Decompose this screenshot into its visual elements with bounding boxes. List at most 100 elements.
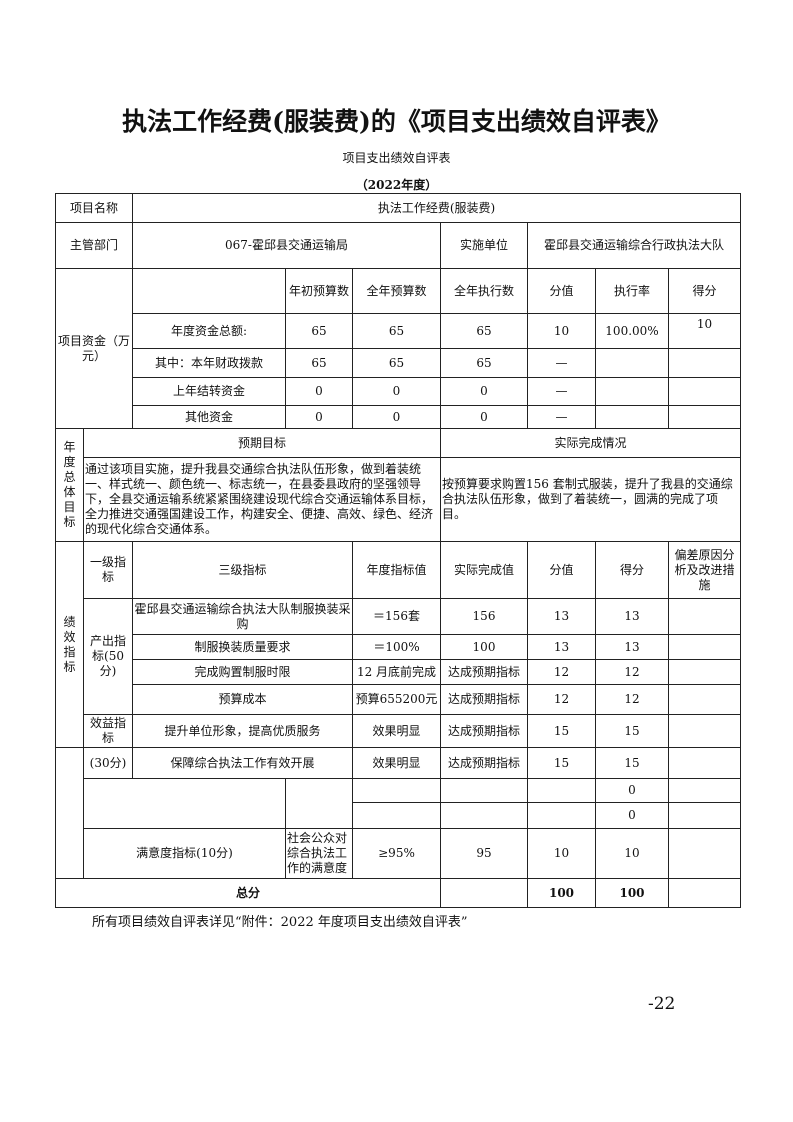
funds-cell: 0 — [440, 377, 528, 406]
cell-text: 得分 — [619, 562, 644, 577]
cell-text: 执法工作经费(服装费) — [377, 200, 496, 215]
funds-header: 全年执行数 — [440, 268, 528, 314]
perf-cell: 效果明显 — [352, 714, 441, 748]
cell-text: 总分 — [235, 885, 260, 900]
perf-cell: 效果明显 — [352, 747, 441, 779]
funds-cell: 0 — [352, 377, 441, 406]
perf-cell: 13 — [595, 634, 669, 660]
funds-cell: 65 — [352, 348, 441, 378]
cell-text: 分值 — [549, 562, 574, 577]
perf-cell — [668, 634, 741, 660]
satisfaction-label: 满意度指标(10分) — [83, 828, 286, 879]
funds-cell — [595, 348, 669, 378]
cell-text: 绩效指标 — [63, 614, 76, 674]
funds-cell: — — [527, 348, 596, 378]
cell-text: 10 — [553, 323, 570, 338]
perf-cell: 达成预期指标 — [440, 714, 528, 748]
expected-goal-text: 通过该项目实施，提升我县交通综合执法队伍形象，做到着装统一、样式统一、颜色统一、… — [83, 457, 441, 542]
cell-text: 12 — [624, 664, 640, 679]
output-label: 产出指标(50分) — [83, 598, 133, 715]
cell-text: — — [555, 384, 568, 398]
funds-cell: 10 — [668, 313, 741, 349]
blank-cell — [83, 778, 286, 829]
cell-text: 霍邱县交通运输综合执法大队制服换装采购 — [134, 601, 351, 631]
blank-cell — [668, 878, 741, 908]
benefit-label-cont: (30分) — [83, 747, 133, 779]
total-label: 总分 — [55, 878, 441, 908]
perf-header: 分值 — [527, 541, 596, 599]
year-label: （2022年度） — [355, 178, 438, 192]
cell-text: 13 — [624, 639, 640, 654]
perf-cell: 达成预期指标 — [440, 684, 528, 715]
cell-text: 0 — [480, 384, 488, 398]
cell-text: 社会公众对综合执法工作的满意度 — [287, 831, 348, 875]
cell-text: 15 — [624, 755, 640, 770]
perf-cell: 15 — [595, 747, 669, 779]
cell-text: 实际完成情况 — [554, 435, 627, 450]
funds-cell: — — [527, 405, 596, 429]
cell-text: 实施单位 — [459, 238, 508, 252]
project-name-label: 项目名称 — [55, 193, 133, 223]
perf-cell: 保障综合执法工作有效开展 — [132, 747, 353, 779]
perf-cell: 制服换装质量要求 — [132, 634, 353, 660]
cell-text: 0 — [315, 384, 323, 398]
dept-label: 主管部门 — [55, 222, 133, 269]
perf-cell: 提升单位形象，提高优质服务 — [132, 714, 353, 748]
cell-text: 偏差原因分析及改进措施 — [674, 547, 735, 592]
cell-text: — — [555, 355, 568, 370]
perf-cell — [527, 802, 596, 829]
funds-cell: 年度资金总额: — [132, 313, 286, 349]
cell-text: 13 — [553, 639, 570, 654]
cell-text: 分值 — [549, 283, 574, 298]
total-score-value: 100 — [527, 878, 596, 908]
perf-cell: 达成预期指标 — [440, 659, 528, 685]
cell-text: 0 — [392, 384, 401, 398]
cell-text: 效果明显 — [372, 723, 421, 738]
cell-text: 预算成本 — [218, 692, 267, 706]
cell-text: 0 — [628, 808, 636, 822]
funds-cell — [668, 405, 741, 429]
cell-text: 制服换装质量要求 — [194, 639, 291, 654]
perf-cell: 15 — [527, 714, 596, 748]
funds-header: 得分 — [668, 268, 741, 314]
perf-header: 三级指标 — [132, 541, 353, 599]
cell-text: (30分) — [89, 755, 127, 770]
cell-text: 10 — [624, 846, 640, 860]
perf-cell: 预算成本 — [132, 684, 353, 715]
perf-cell — [668, 778, 741, 803]
cell-text: 年初预算数 — [288, 283, 349, 298]
funds-cell: 其他资金 — [132, 405, 286, 429]
cell-text: 霍邱县交通运输综合行政执法大队 — [543, 238, 724, 252]
funds-header: 执行率 — [595, 268, 669, 314]
cell-text: 65 — [311, 355, 327, 370]
funds-cell — [595, 405, 669, 429]
cell-text: ＝100% — [373, 639, 420, 654]
cell-text: 满意度指标(10分) — [136, 846, 233, 860]
funds-cell: 100.00% — [595, 313, 669, 349]
funds-cell: 上年结转资金 — [132, 377, 286, 406]
cell-text: 100 — [548, 885, 575, 900]
cell-text: 项目资金（万元） — [57, 333, 130, 363]
funds-cell: 65 — [285, 348, 353, 378]
cell-text: — — [555, 409, 568, 424]
cell-text: 65 — [476, 323, 492, 338]
perf-header: 偏差原因分析及改进措施 — [668, 541, 741, 599]
cell-text: 65 — [388, 355, 405, 370]
cell-text: 提升单位形象，提高优质服务 — [164, 723, 321, 738]
perf-cell — [668, 714, 741, 748]
cell-text: 一级指标 — [89, 555, 126, 584]
cell-text: 产出指标(50分) — [89, 634, 126, 678]
perf-cell: ＝100% — [352, 634, 441, 660]
expected-goal-header: 预期目标 — [83, 428, 441, 458]
cell-text: 达成预期指标 — [447, 664, 520, 679]
cell-text: 65 — [388, 323, 405, 338]
perf-cell: 12 — [595, 684, 669, 715]
cell-text: 预期目标 — [237, 435, 286, 450]
cell-text: 通过该项目实施，提升我县交通综合执法队伍形象，做到着装统一、样式统一、颜色统一、… — [85, 462, 434, 536]
cell-text: 0 — [480, 409, 488, 424]
cell-text: 15 — [624, 723, 640, 738]
cell-text: 0 — [392, 409, 401, 424]
perf-cell: 10 — [527, 828, 596, 879]
cell-text: 12 — [624, 692, 640, 706]
perf-cell — [440, 778, 528, 803]
